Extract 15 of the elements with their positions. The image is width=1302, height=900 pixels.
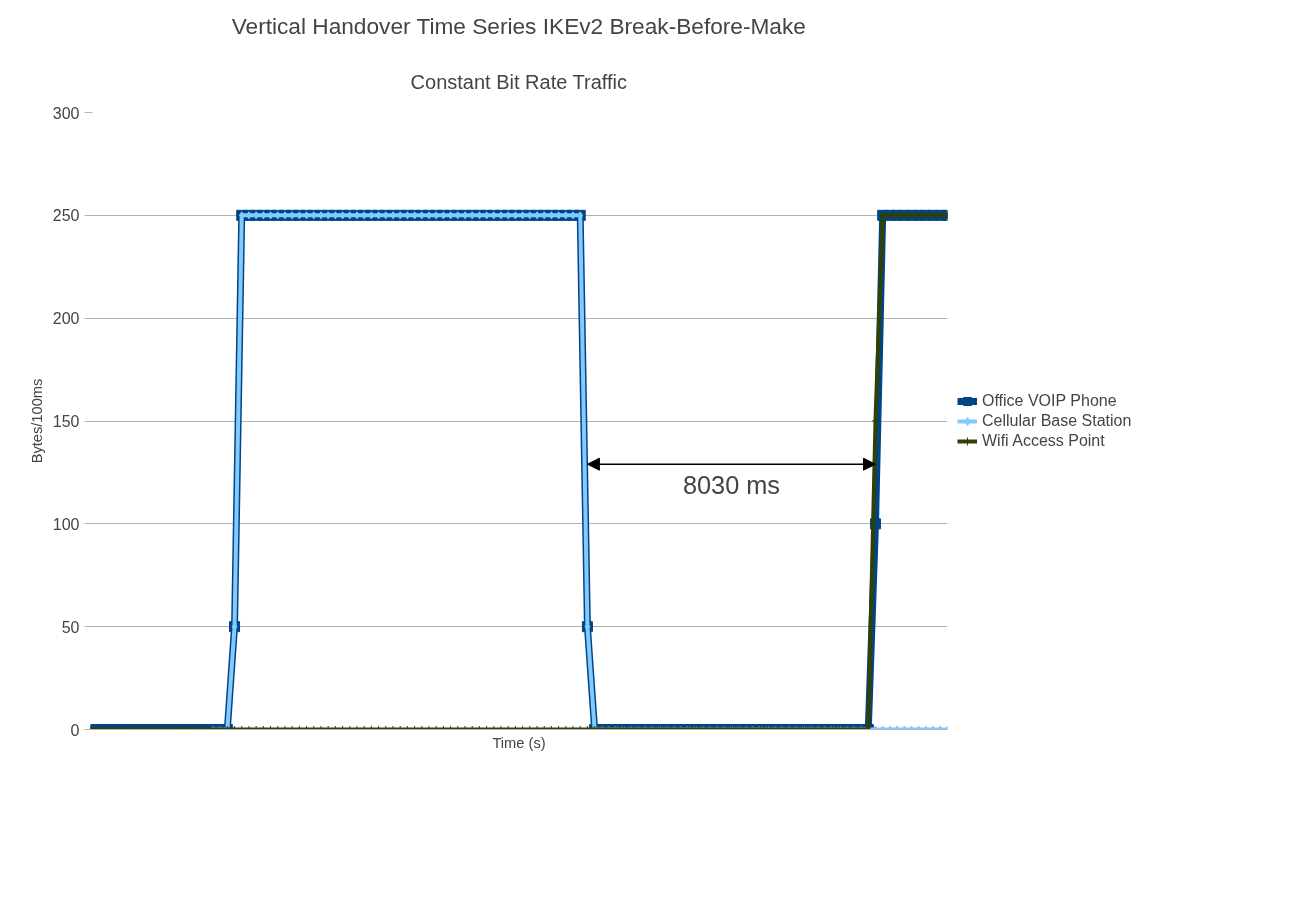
y-axis-title: Bytes/100ms: [28, 378, 45, 464]
annotation: 8030 ms: [682, 471, 781, 500]
y-tick-label: 250: [52, 207, 80, 225]
y-tick-label: 150: [52, 413, 80, 430]
x-axis-title: Time (s): [492, 734, 546, 751]
chart-title: Vertical Handover Time Series IKEv2 Break-Before-Make: [231, 12, 806, 39]
chart-subtitle: Constant Bit Rate Traffic: [410, 70, 628, 93]
y-tick-label: 0: [70, 721, 80, 739]
y-tick-label: 300: [52, 104, 80, 122]
y-tick-label: 200: [52, 310, 80, 328]
legend-label: Office VOIP Phone: [982, 391, 1117, 410]
y-tick-label: 100: [52, 515, 80, 533]
legend-label: Wifi Access Point: [982, 431, 1105, 450]
legend-label: Cellular Base Station: [982, 411, 1132, 430]
y-tick-label: 50: [61, 618, 80, 636]
